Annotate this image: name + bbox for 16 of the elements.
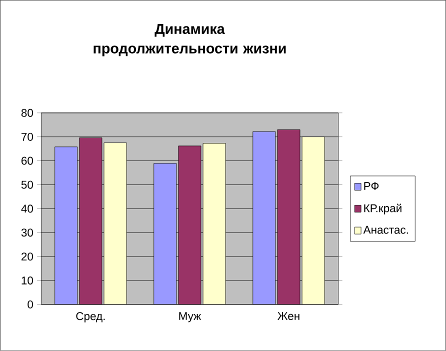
- y-tick-label: 30: [21, 228, 34, 237]
- legend-label: КР.край: [364, 204, 402, 215]
- y-tick-label: 0: [28, 300, 34, 309]
- y-tick-label: 40: [21, 204, 34, 213]
- y-tick-label: 60: [22, 156, 34, 165]
- legend-label: Анастас.: [363, 226, 408, 234]
- legend-label: РФ: [364, 182, 379, 190]
- x-tick-label: Жен: [278, 312, 300, 320]
- y-tick-label: 80: [21, 109, 34, 117]
- y-tick-label: 70: [22, 132, 34, 141]
- y-tick-label: 50: [21, 180, 34, 189]
- y-tick-label: 20: [21, 252, 34, 261]
- x-tick-label: Муж: [179, 312, 202, 322]
- x-tick-label: Сред.: [76, 312, 105, 322]
- y-tick-label: 10: [22, 276, 34, 285]
- chart-title: Динамика продолжительности жизни: [94, 24, 286, 56]
